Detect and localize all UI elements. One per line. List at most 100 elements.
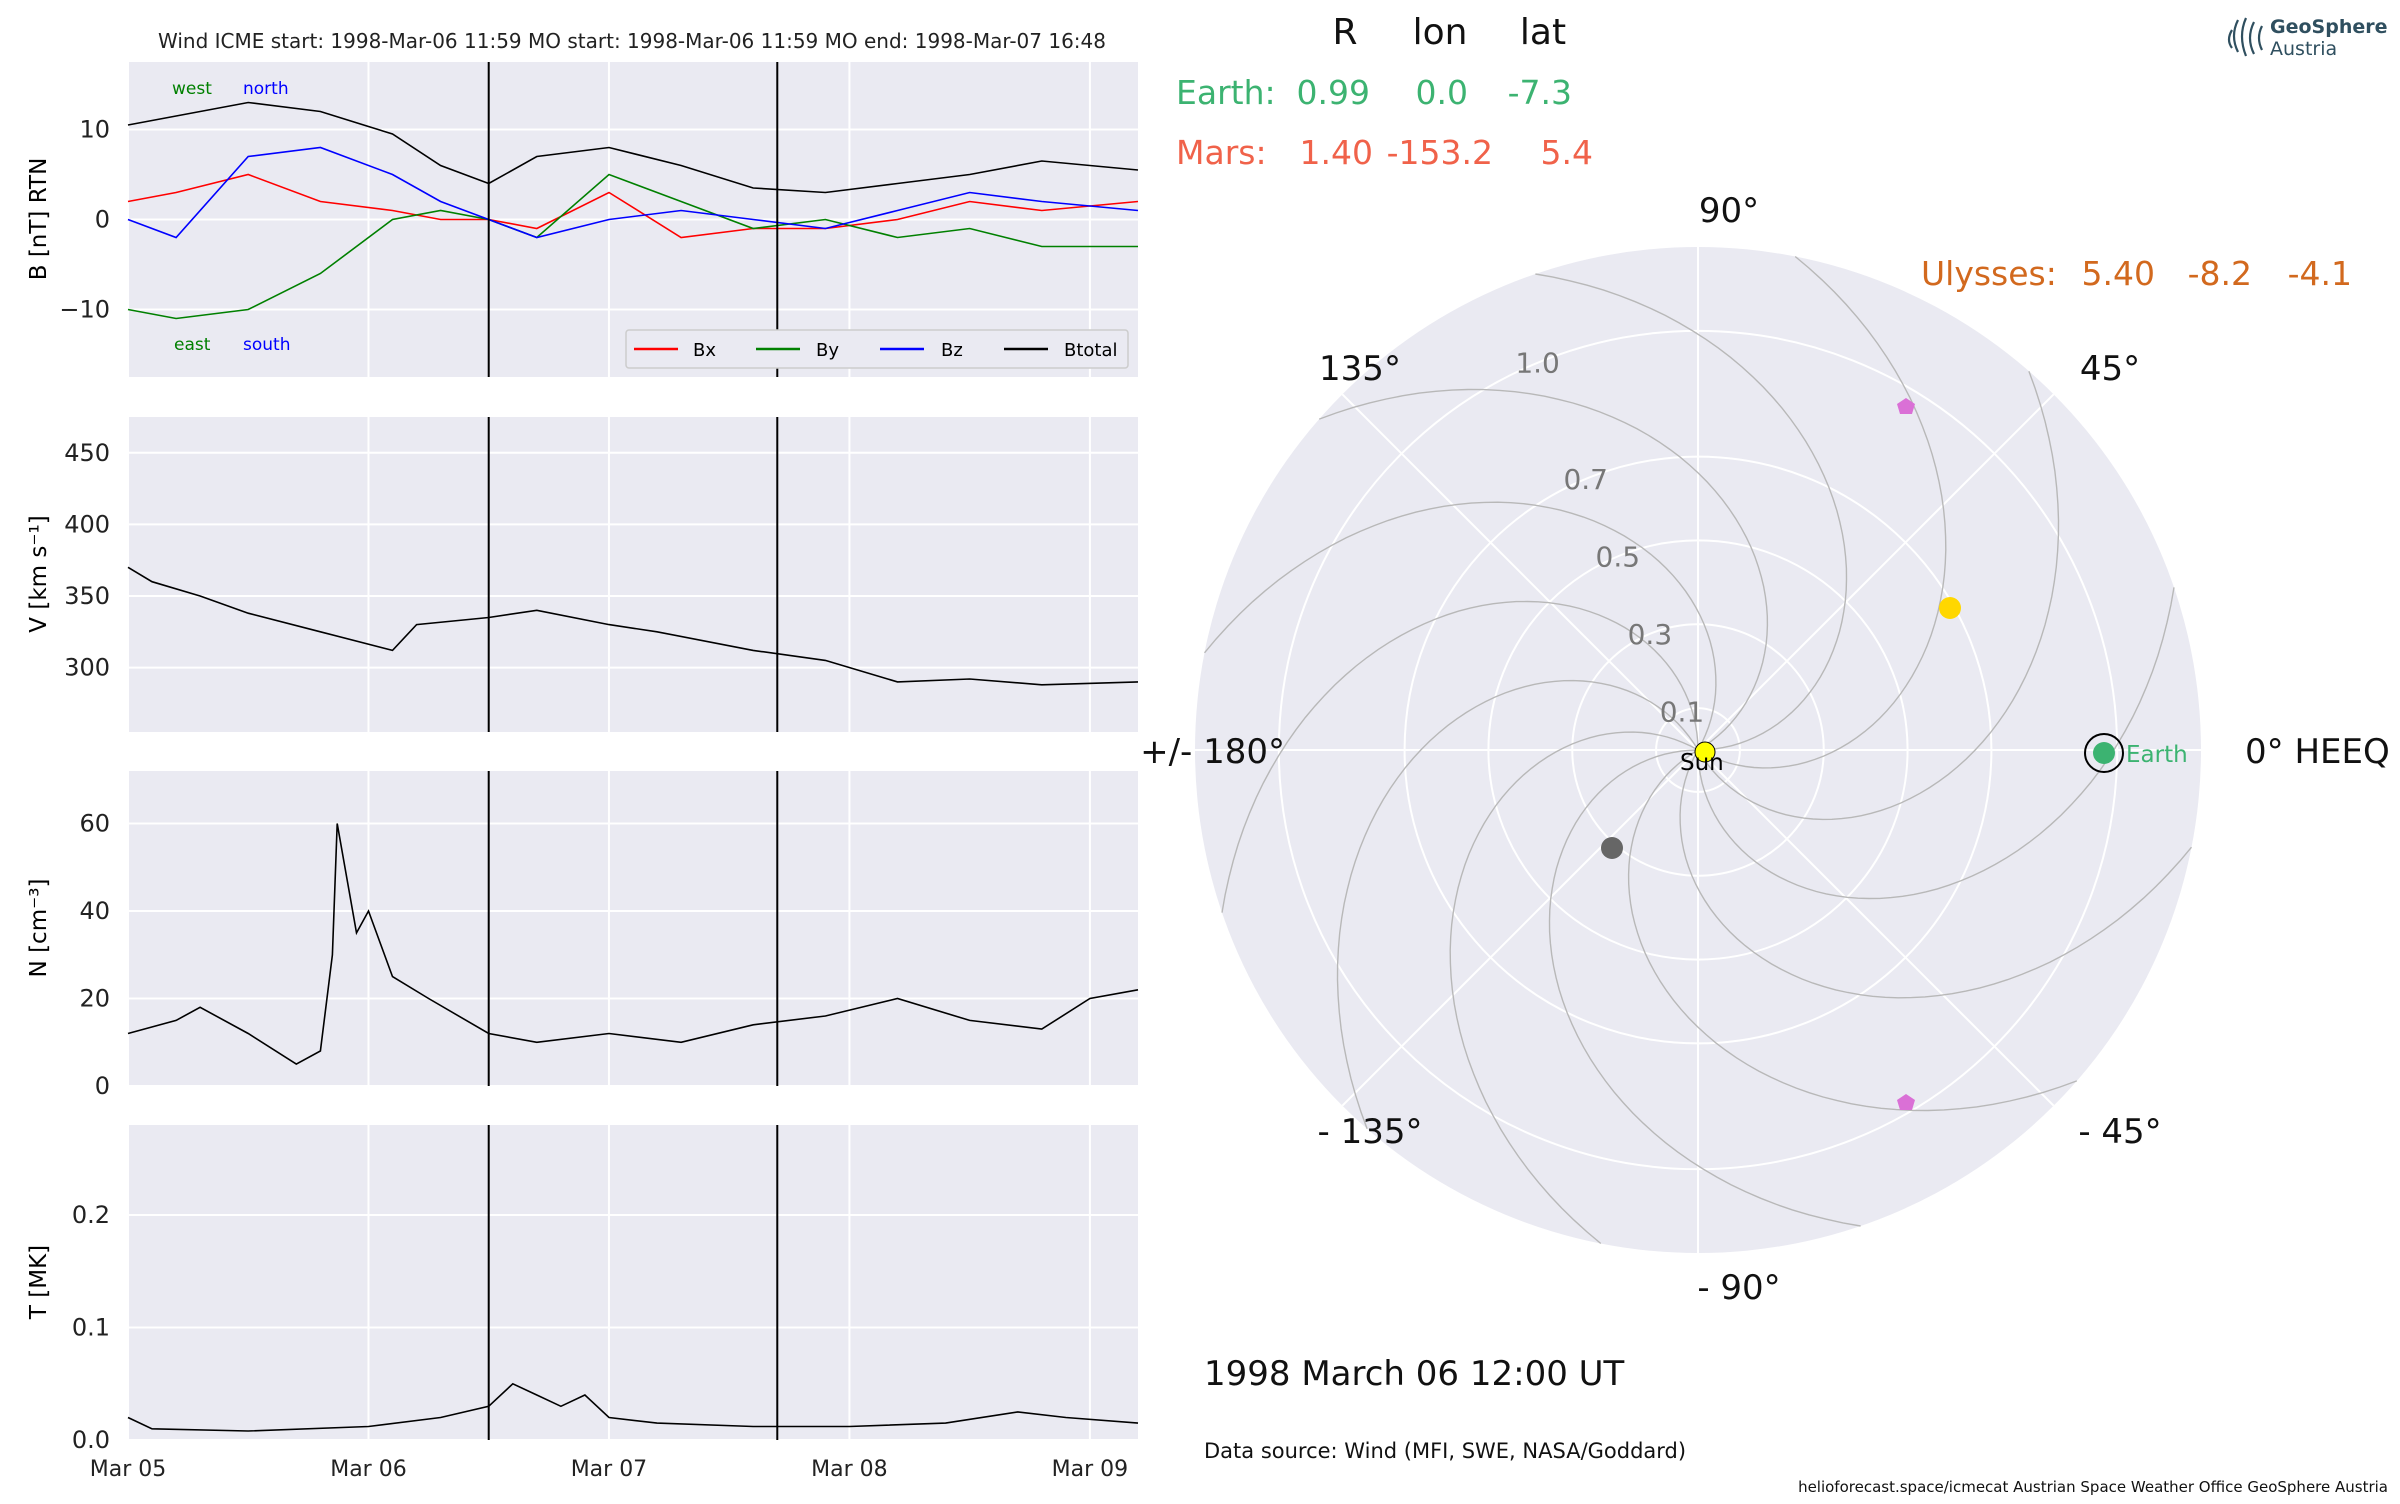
- x-tick-label: Mar 09: [1052, 1457, 1129, 1482]
- temperature-panel: 0.2 0.1 0.0 Mar 05 Mar 06 Mar 07 Mar 08 Mar 09…: [26, 1125, 1139, 1482]
- parker-spiral-line: [1548, 749, 1861, 1227]
- date-label: 1998 March 06 12:00 UT: [1204, 1354, 1625, 1394]
- v-x-grid: [127, 417, 1091, 732]
- angle-gridline: [1341, 749, 1699, 1107]
- angle-label: 90°: [1699, 191, 1759, 231]
- header-lat: lat: [1520, 12, 1566, 53]
- mars-row-r: 1.40: [1300, 133, 1373, 172]
- sun-label: Sun: [1680, 750, 1724, 776]
- x-tick-label: Mar 06: [330, 1457, 407, 1482]
- b-event-lines: [487, 62, 779, 377]
- y-tick-label: 0.0: [72, 1426, 110, 1454]
- parker-spiral-line: [1697, 255, 1947, 769]
- n-axis-label: N [cm⁻³]: [26, 879, 52, 978]
- b-axis-label: B [nT] RTN: [26, 158, 52, 281]
- radial-tick-label: 0.5: [1596, 540, 1641, 573]
- yellow-planet-marker: [1939, 597, 1961, 619]
- y-tick-label: 350: [64, 582, 110, 610]
- y-tick-label: 0.2: [72, 1201, 110, 1229]
- earth-row-r: 0.99: [1297, 73, 1370, 112]
- polar-plot: 0.1 0.3 0.5 0.7 1.0 90° 45° 0° HEEQ - 45° - 90° -…: [1140, 191, 2390, 1308]
- polar-grid: [1195, 247, 2201, 1253]
- angle-labels: 90° 45° 0° HEEQ - 45° - 90° - 135° +/- 180° 135…: [1140, 191, 2390, 1308]
- legend-btotal: Btotal: [1064, 340, 1118, 361]
- sun-marker: [1694, 741, 1716, 763]
- south-annotation: south: [243, 335, 290, 355]
- v-y-grid: [128, 451, 1138, 669]
- by-line: [127, 173, 1138, 320]
- speed-line: [127, 566, 1139, 686]
- x-tick-label: Mar 07: [571, 1457, 648, 1482]
- earth-marker: [2093, 742, 2115, 764]
- y-tick-label: 40: [79, 897, 110, 925]
- y-tick-label: 400: [64, 510, 110, 538]
- magnetic-field-panel: 100−10 B [nT] RTN west north east south …: [26, 62, 1139, 377]
- ulysses-row-lat: -4.1: [2288, 254, 2352, 293]
- mars-row-label: Mars:: [1176, 133, 1267, 172]
- earth-row-lat: -7.3: [1508, 73, 1572, 112]
- y-tick-label: 60: [79, 810, 110, 838]
- data-source: Data source: Wind (MFI, SWE, NASA/Goddar…: [1204, 1439, 1686, 1463]
- x-tick-label: Mar 05: [90, 1457, 167, 1482]
- y-tick-label: 0.1: [72, 1314, 110, 1342]
- west-annotation: west: [172, 79, 212, 99]
- btotal-line: [127, 101, 1139, 194]
- t-x-grid: [127, 1125, 1091, 1440]
- ulysses-row-label: Ulysses:: [1921, 254, 2057, 293]
- parker-spiral-line: [1221, 600, 1699, 913]
- violet-marker-lower: [1897, 1094, 1915, 1110]
- ulysses-row-r: 5.40: [2082, 254, 2155, 293]
- y-tick-label: 0: [95, 206, 110, 234]
- geosphere-logo: GeoSphere Austria: [2227, 16, 2388, 60]
- earth-label: Earth: [2126, 742, 2188, 768]
- radial-tick-label: 0.7: [1563, 463, 1608, 496]
- header-lon: lon: [1413, 12, 1468, 53]
- radial-tick-label: 0.3: [1628, 618, 1673, 651]
- speed-panel: 450 400 350 300 V [km s⁻¹]: [26, 417, 1139, 732]
- b-y-ticks: 10 0 −10: [59, 116, 110, 324]
- gray-planet-marker: [1601, 837, 1623, 859]
- n-event-lines: [487, 771, 779, 1086]
- logo-line1: GeoSphere: [2270, 16, 2388, 38]
- legend-bx: Bx: [693, 340, 716, 361]
- mars-row-lon: -153.2: [1387, 133, 1493, 172]
- radial-tick-labels: 0.1 0.3 0.5 0.7 1.0: [1515, 347, 1704, 729]
- y-tick-label: 0: [95, 1072, 110, 1100]
- mars-row-lat: 5.4: [1541, 133, 1593, 172]
- v-event-lines: [487, 417, 779, 732]
- angle-gridline: [1697, 393, 2055, 751]
- y-tick-label: 20: [79, 985, 110, 1013]
- parker-spirals: [1203, 255, 2193, 1245]
- position-table: R lon lat Earth: 0.99 0.0 -7.3 Mars: 1.4…: [1176, 12, 2352, 293]
- violet-marker-upper: [1897, 398, 1915, 414]
- t-event-lines: [487, 1125, 779, 1440]
- angle-label: 45°: [2080, 349, 2140, 389]
- n-y-grid: [128, 822, 1138, 1087]
- plot-title: Wind ICME start: 1998-Mar-06 11:59 MO st…: [158, 29, 1106, 53]
- temperature-line: [127, 1382, 1139, 1432]
- b-legend: Bx By Bz Btotal: [625, 329, 1129, 369]
- ulysses-row-lon: -8.2: [2188, 254, 2252, 293]
- parker-spiral-line: [1697, 587, 2175, 900]
- y-tick-label: 300: [64, 654, 110, 682]
- parker-spiral-line: [1627, 749, 2078, 1112]
- parker-spiral-line: [1203, 501, 1717, 751]
- t-x-ticks: Mar 05 Mar 06 Mar 07 Mar 08 Mar 09: [90, 1457, 1128, 1482]
- bz-line: [127, 146, 1139, 239]
- angle-label: 0° HEEQ: [2245, 732, 2390, 772]
- parker-spiral-line: [1318, 388, 1769, 751]
- radial-tick-label: 0.1: [1660, 695, 1705, 728]
- v-axis-label: V [km s⁻¹]: [26, 515, 52, 632]
- n-y-ticks: 60 40 20 0: [79, 810, 110, 1101]
- header-r: R: [1332, 12, 1357, 53]
- credits: helioforecast.space/icmecat Austrian Spa…: [1798, 1478, 2388, 1496]
- legend-by: By: [816, 340, 839, 361]
- t-y-ticks: 0.2 0.1 0.0: [72, 1201, 110, 1454]
- y-tick-label: 450: [64, 439, 110, 467]
- geosphere-wave-icon: [2227, 17, 2263, 57]
- angle-label: - 90°: [1697, 1268, 1780, 1308]
- parker-spiral-line: [1679, 749, 2193, 999]
- b-series-layer: [127, 101, 1139, 320]
